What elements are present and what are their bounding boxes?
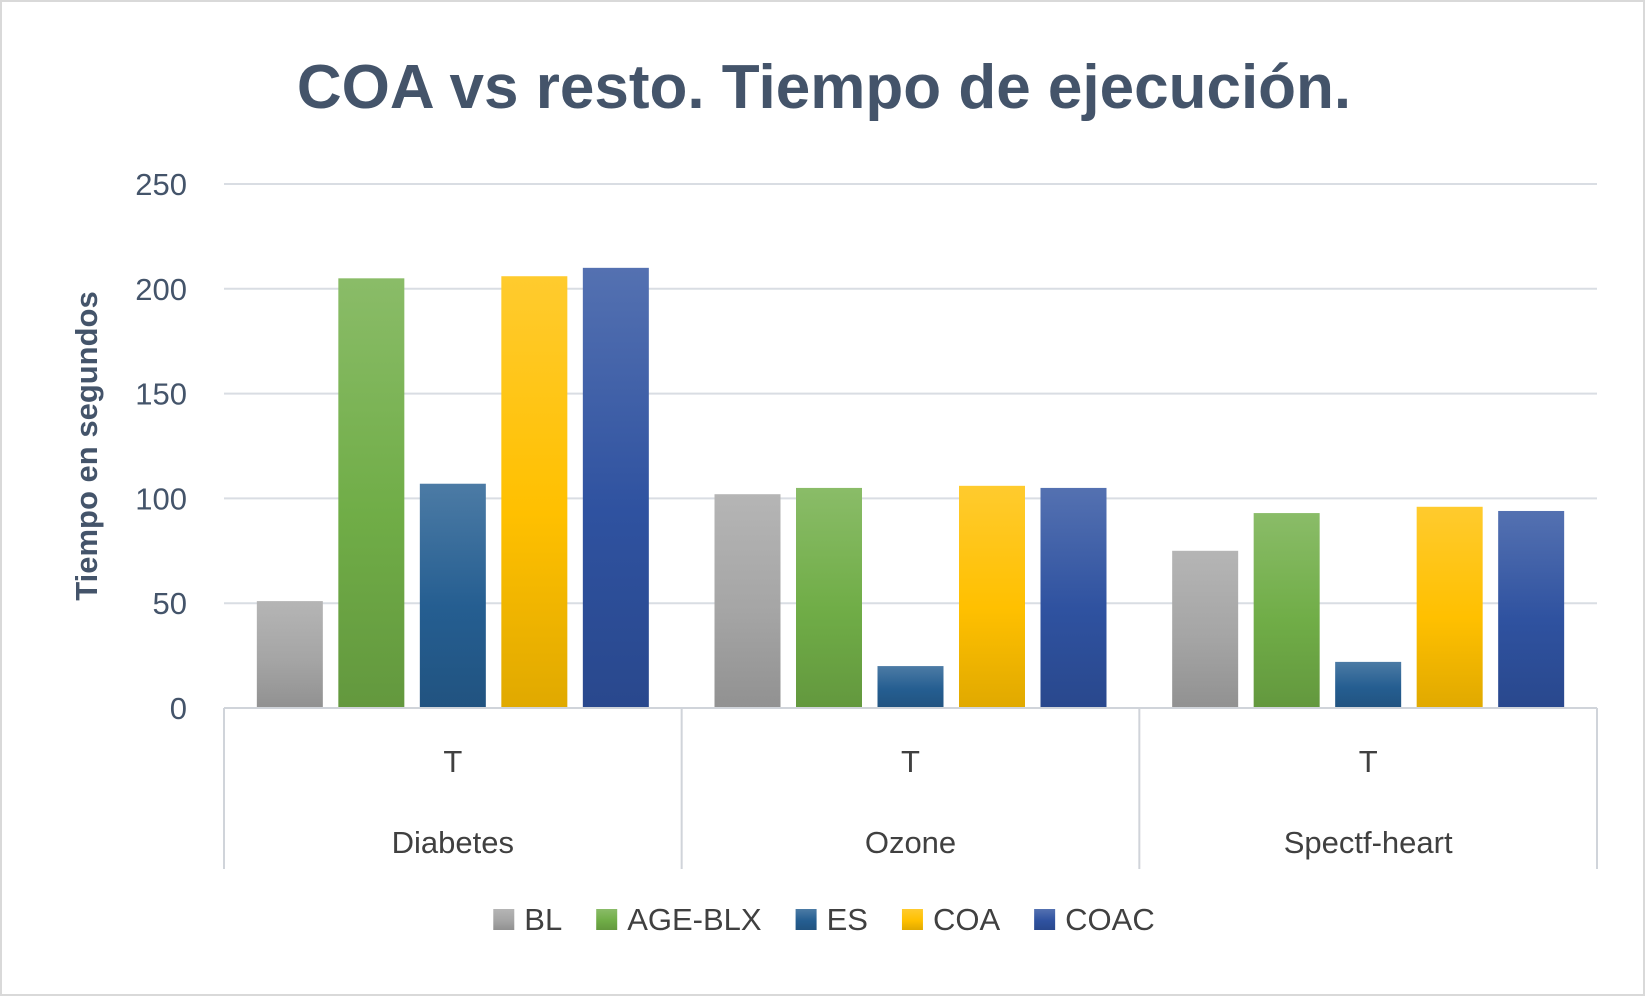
subcategory-label: T — [1359, 744, 1378, 779]
y-tick-label: 0 — [170, 691, 187, 726]
bar-es-ozone — [877, 666, 944, 708]
bar-coac-spectf-heart — [1498, 510, 1565, 708]
legend-swatch-coa — [901, 909, 923, 930]
bar-age-blx-spectf-heart — [1253, 513, 1320, 708]
y-axis-label: Tiempo en segundos — [69, 291, 104, 600]
bar-es-diabetes — [419, 483, 486, 708]
bar-coac-diabetes — [582, 267, 649, 708]
legend-label-bl: BL — [524, 902, 562, 937]
y-tick-label: 250 — [135, 167, 187, 202]
legend-label-coac: COAC — [1065, 902, 1155, 937]
bar-bl-spectf-heart — [1172, 550, 1239, 708]
bar-coa-diabetes — [501, 276, 568, 708]
bar-age-blx-ozone — [796, 487, 862, 708]
category-axis: T Diabetes T Ozone T Spectf-heart — [223, 707, 1598, 869]
bar-age-blx-diabetes — [338, 278, 405, 708]
bar-es-spectf-heart — [1335, 661, 1402, 708]
category-label: Diabetes — [392, 825, 514, 860]
legend-label-coa: COA — [933, 902, 1001, 937]
legend-label-es: ES — [827, 902, 868, 937]
subcategory-label: T — [901, 744, 920, 779]
bar-bl-ozone — [714, 494, 781, 708]
bar-coac-ozone — [1040, 487, 1107, 708]
category-label: Spectf-heart — [1284, 825, 1453, 860]
legend-swatch-bl — [493, 909, 515, 930]
y-tick-label: 200 — [135, 272, 187, 307]
subcategory-label: T — [443, 744, 462, 779]
bar-bl-diabetes — [256, 601, 323, 708]
legend-swatch-coac — [1034, 909, 1056, 930]
legend: BL AGE-BLX ES COA COAC — [493, 902, 1155, 937]
y-axis-ticks: 0 50 100 150 200 250 — [135, 167, 187, 726]
y-tick-label: 150 — [135, 377, 187, 412]
bar-coa-spectf-heart — [1416, 506, 1483, 708]
y-tick-label: 100 — [135, 481, 187, 516]
y-tick-label: 50 — [153, 586, 187, 621]
bar-coa-ozone — [959, 485, 1025, 708]
category-label: Ozone — [865, 825, 956, 860]
legend-label-age-blx: AGE-BLX — [627, 902, 762, 937]
legend-swatch-age-blx — [596, 909, 618, 930]
chart-title: COA vs resto. Tiempo de ejecución. — [297, 53, 1351, 122]
legend-swatch-es — [795, 909, 817, 930]
bars — [256, 267, 1565, 708]
